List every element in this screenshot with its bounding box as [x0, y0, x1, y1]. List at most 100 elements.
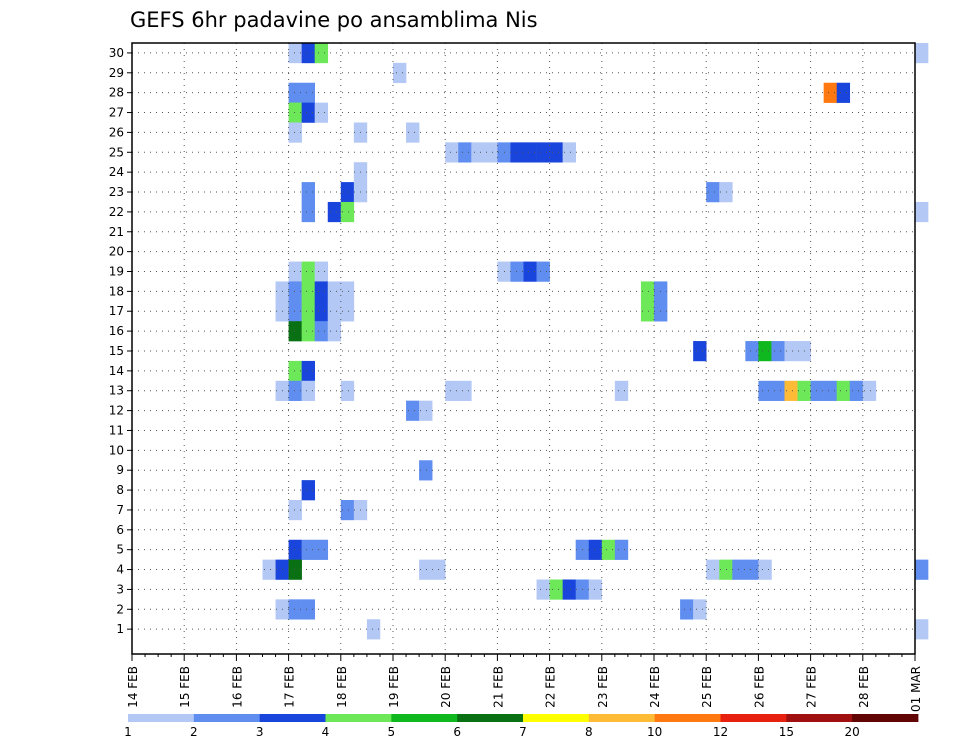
colorbar-legend: 1 2 3 4 5 6 7 8 10 12 15 20 [124, 714, 919, 739]
heatmap-cell [862, 380, 877, 401]
heatmap-cell [915, 201, 929, 223]
heatmap-cell [314, 301, 329, 322]
heatmap-cell [288, 500, 302, 521]
heatmap-cell [536, 142, 550, 163]
heatmap-cell [340, 201, 355, 223]
heatmap-cell [706, 182, 720, 203]
heatmap-cell [340, 281, 355, 302]
x-tick-label: 01 MAR [909, 666, 923, 712]
heatmap-cell [301, 281, 315, 302]
colorbar-swatch [720, 714, 787, 722]
heatmap-cell [810, 380, 824, 401]
colorbar-label: 7 [519, 725, 527, 739]
colorbar-label: 1 [124, 725, 132, 739]
heatmap-cell [301, 182, 315, 203]
colorbar-swatch [391, 714, 458, 722]
heatmap-cell [301, 102, 315, 123]
colorbar-swatch [128, 714, 195, 722]
heatmap-cell [288, 43, 302, 64]
heatmap-cell [758, 341, 772, 362]
heatmap-cell [288, 102, 302, 123]
heatmap-cell [301, 480, 315, 501]
heatmap-cell [288, 380, 302, 401]
y-tick-label: 23 [109, 185, 124, 199]
heatmap-cell [340, 301, 355, 322]
heatmap-cell [445, 142, 459, 163]
y-tick-label: 27 [109, 106, 124, 120]
heatmap-cell [745, 559, 759, 580]
heatmap-cell [536, 579, 550, 600]
x-tick-label: 20 FEB [439, 666, 453, 708]
heatmap-cell [771, 380, 785, 401]
x-tick-label: 21 FEB [491, 666, 505, 708]
heatmap-cell [758, 380, 772, 401]
heatmap-cell [640, 281, 655, 302]
colorbar-swatch [523, 714, 590, 722]
heatmap-cell [288, 281, 302, 302]
x-tick-label: 22 FEB [544, 666, 558, 708]
colorbar-swatch [852, 714, 919, 722]
heatmap-cell [614, 539, 629, 560]
heatmap-cell [771, 341, 785, 362]
x-tick-label: 23 FEB [596, 666, 610, 708]
y-tick-label: 19 [109, 265, 124, 279]
x-tick-label: 25 FEB [700, 666, 714, 708]
heatmap-cell [314, 281, 329, 302]
chart-title: GEFS 6hr padavine po ansamblima Nis [130, 8, 538, 32]
heatmap-cell [314, 102, 329, 123]
heatmap-cell [340, 380, 355, 401]
y-tick-label: 4 [116, 563, 124, 577]
heatmap-cell [562, 142, 576, 163]
heatmap-cell [458, 142, 472, 163]
x-axis-ticks: 14 FEB 15 FEB 16 FEB 17 FEB 18 FEB 19 FEB 20 F… [126, 654, 923, 712]
heatmap-cell [301, 539, 315, 560]
y-tick-label: 14 [109, 364, 124, 378]
heatmap-cell [288, 301, 302, 322]
colorbar-swatch [786, 714, 853, 722]
heatmap-cell [288, 559, 302, 580]
heatmap-cell [327, 281, 342, 302]
y-tick-label: 7 [116, 503, 124, 517]
colorbar-swatch [325, 714, 392, 722]
heatmap-cell [288, 539, 302, 560]
heatmap-cell [327, 201, 342, 223]
y-tick-label: 17 [109, 304, 124, 318]
heatmap-cell [523, 261, 537, 282]
heatmap-cell [536, 261, 550, 282]
y-tick-label: 26 [109, 125, 124, 139]
colorbar-label: 6 [453, 725, 461, 739]
heatmap-cell [419, 460, 433, 481]
y-tick-label: 6 [116, 523, 124, 537]
heatmap-cell [393, 62, 407, 84]
heatmap-cell [693, 599, 707, 620]
y-tick-label: 30 [109, 46, 124, 60]
heatmap-cell [823, 82, 837, 103]
heatmap-cell [301, 43, 315, 64]
heatmap-cell [549, 579, 563, 600]
heatmap-cell [510, 142, 524, 163]
y-tick-label: 12 [109, 404, 124, 418]
colorbar-label: 2 [190, 725, 198, 739]
heatmap-cell [588, 539, 603, 560]
heatmap-cell [314, 539, 329, 560]
heatmap-cell [340, 182, 355, 203]
y-tick-label: 1 [116, 622, 124, 636]
heatmap-cell [588, 579, 603, 600]
colorbar-label: 20 [845, 725, 860, 739]
y-tick-label: 15 [109, 344, 124, 358]
x-tick-label: 26 FEB [752, 666, 766, 708]
heatmap-cell [366, 619, 381, 640]
heatmap-cell [419, 559, 433, 580]
heatmap-cell [601, 539, 616, 560]
heatmap-cell [836, 380, 851, 401]
y-tick-label: 13 [109, 384, 124, 398]
heatmap-cell [484, 142, 498, 163]
x-tick-label: 24 FEB [648, 666, 662, 708]
heatmap-cell [510, 261, 524, 282]
heatmap-cell [445, 380, 459, 401]
y-tick-label: 2 [116, 602, 124, 616]
heatmap-cell [419, 400, 433, 421]
heatmap-cell [301, 321, 315, 342]
x-tick-label: 19 FEB [387, 666, 401, 708]
